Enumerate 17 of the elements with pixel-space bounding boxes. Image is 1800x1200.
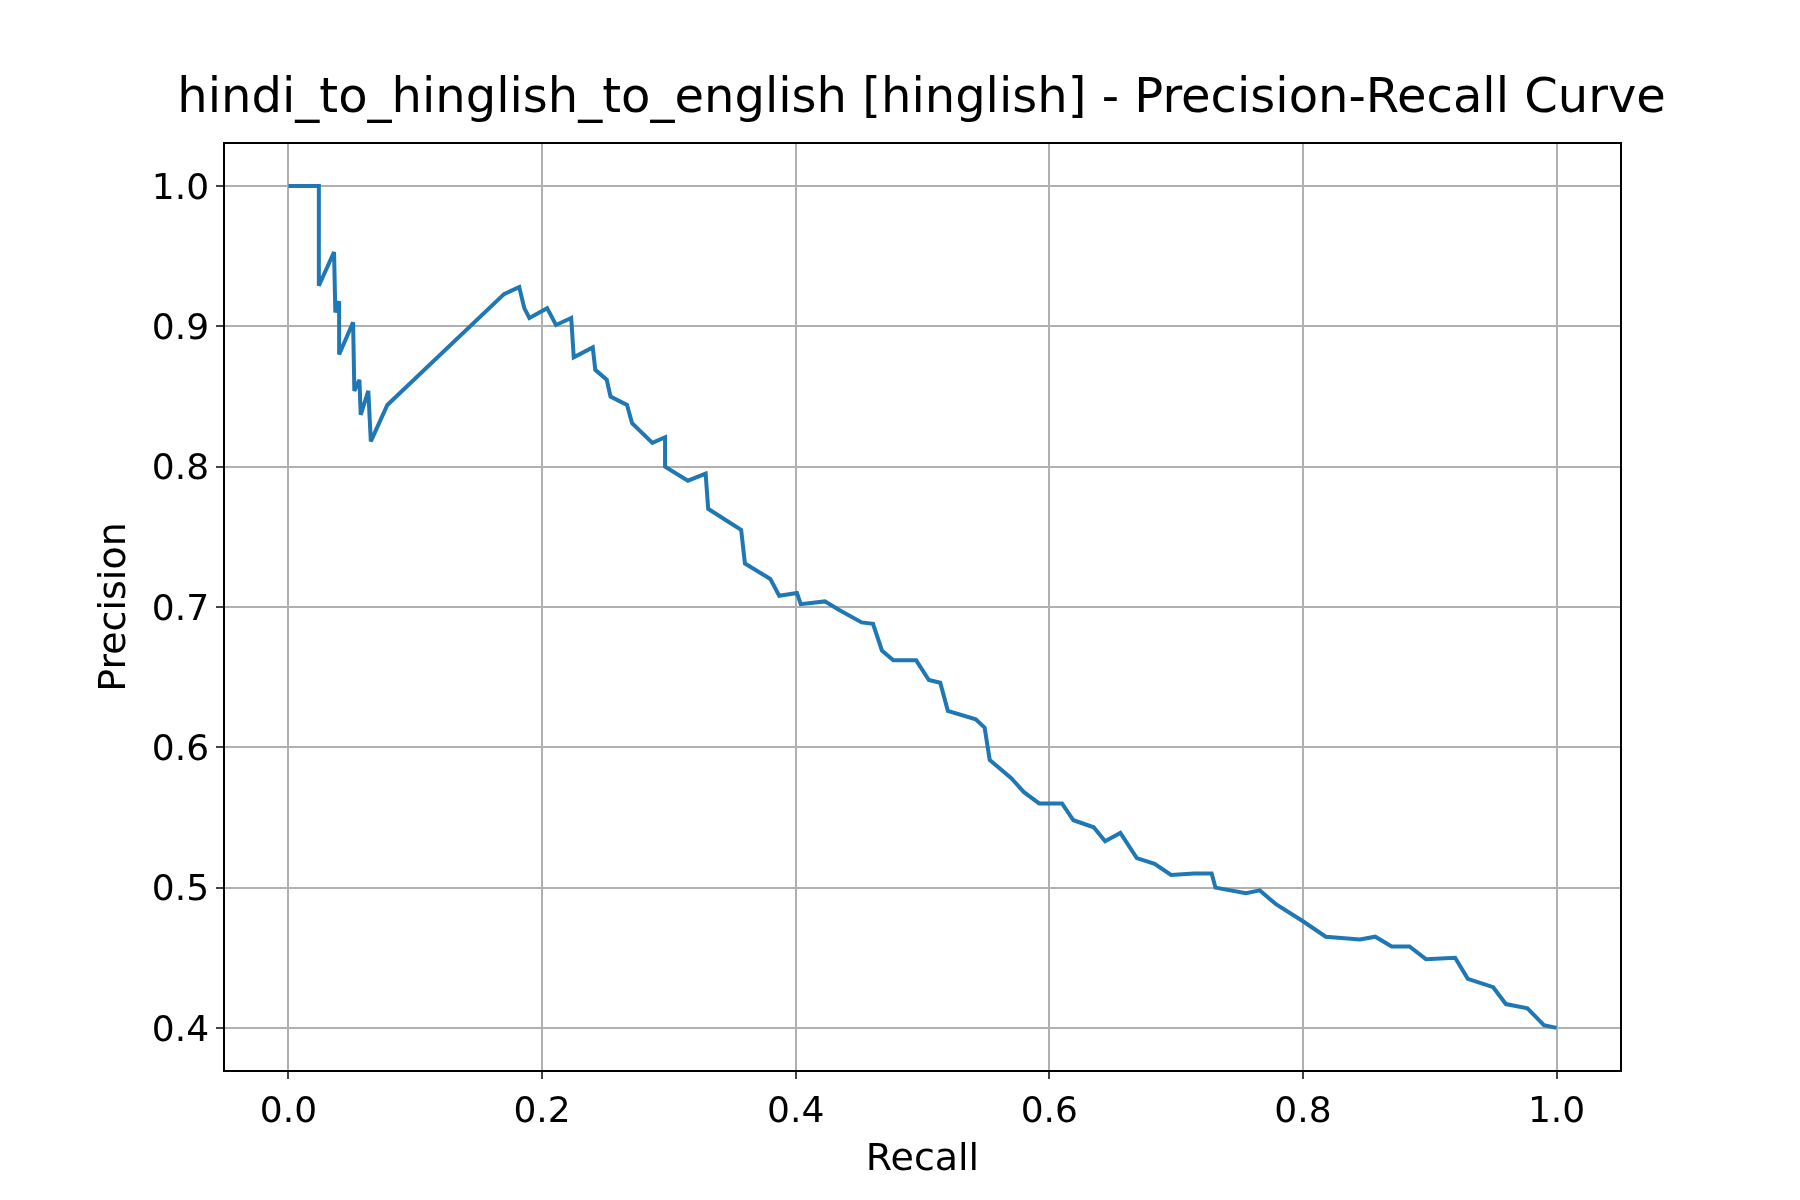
y-tick-label: 0.5 [151,867,210,909]
y-tick-label: 0.4 [151,1007,210,1049]
line-series [286,184,1559,1030]
x-tick-label: 0.4 [767,1088,825,1130]
y-tick-label: 0.7 [151,586,210,628]
y-tick-label: 0.8 [151,446,210,488]
y-tick-label: 0.9 [151,305,210,347]
y-axis-title: Precision [90,522,135,692]
x-tick-label: 1.0 [1527,1088,1586,1130]
x-tick-label: 0.0 [259,1088,318,1130]
x-tick-label: 0.2 [513,1088,571,1130]
x-tick-label: 0.8 [1274,1088,1332,1130]
x-axis-title: Recall [865,1134,980,1179]
x-tick-label: 0.6 [1020,1088,1078,1130]
y-tick-label: 1.0 [151,165,210,207]
y-tick-label: 0.6 [151,726,210,768]
chart-title: hindi_to_hinglish_to_english [hinglish] - Precision-Recall Curve [177,66,1666,123]
